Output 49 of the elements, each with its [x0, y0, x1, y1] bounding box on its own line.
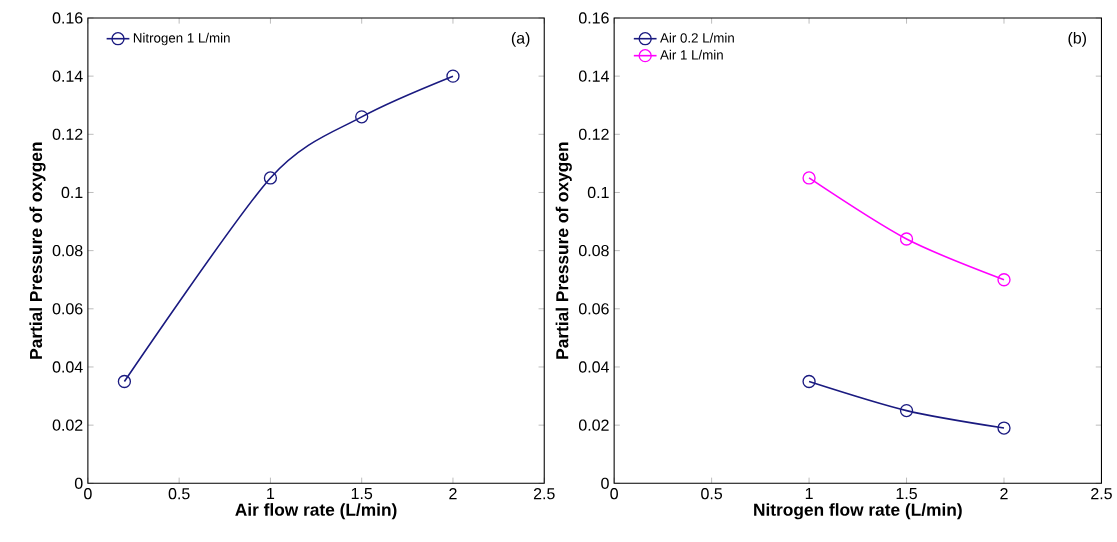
x-tick-label: 0.5: [701, 487, 723, 500]
x-axis-title: Air flow rate (L/min): [235, 503, 397, 520]
x-tick-label: 0.5: [168, 487, 190, 500]
legend-label: Air 1 L/min: [660, 49, 723, 60]
point: [355, 110, 369, 124]
point: [802, 374, 816, 389]
legend-label: Air 0.2 L/min: [660, 32, 734, 43]
y-tick-label: 0.08: [52, 244, 83, 257]
annotation: (a): [511, 31, 530, 47]
y-tick-label: 0: [601, 477, 609, 489]
x-tick-label: 2: [449, 487, 457, 500]
y-tick-label: 0.04: [52, 361, 83, 373]
x-tick-label: 2.5: [533, 487, 555, 500]
point: [997, 272, 1011, 287]
legend-label: Nitrogen 1 L/min: [133, 32, 230, 46]
x-tick-label: 1.5: [351, 487, 373, 500]
point: [263, 171, 278, 185]
x-tick-label: 2.5: [1091, 487, 1112, 500]
y-tick-label: 0.1: [61, 186, 83, 199]
point: [997, 421, 1011, 435]
y-tick-label: 0.02: [52, 419, 83, 431]
x-tick-label: 2: [1000, 487, 1008, 500]
y-axis-title: Partial Pressure of oxygen: [29, 142, 46, 359]
point: [446, 69, 460, 83]
x-tick-label: 1: [805, 487, 813, 499]
point: [802, 171, 816, 185]
y-tick-label: 0.16: [578, 12, 609, 24]
point: [899, 232, 914, 246]
y-tick-label: 0.08: [578, 244, 609, 257]
y-tick-label: 0.12: [578, 128, 609, 140]
y-tick-label: 0.16: [52, 12, 83, 24]
annotation: (b): [1068, 31, 1087, 47]
y-tick-label: 0.06: [52, 303, 83, 315]
x-axis-title: Nitrogen flow rate (L/min): [754, 503, 962, 520]
point: [899, 403, 914, 418]
y-tick-label: 0.04: [578, 361, 609, 373]
x-tick-label: 1: [267, 487, 275, 499]
y-tick-label: 0.14: [578, 70, 609, 82]
y-tick-label: 0.02: [578, 419, 609, 431]
point: [117, 374, 132, 389]
x-tick-label: 0: [84, 487, 92, 500]
y-axis-title: Partial Pressure of oxygen: [555, 142, 572, 359]
y-tick-label: 0.1: [587, 186, 609, 199]
x-tick-label: 1.5: [896, 487, 917, 500]
y-tick-label: 0.12: [52, 128, 83, 140]
y-tick-label: 0.14: [52, 70, 83, 82]
y-tick-label: 0.06: [578, 303, 609, 315]
y-tick-label: 0: [74, 477, 83, 489]
x-tick-label: 0: [610, 487, 618, 500]
